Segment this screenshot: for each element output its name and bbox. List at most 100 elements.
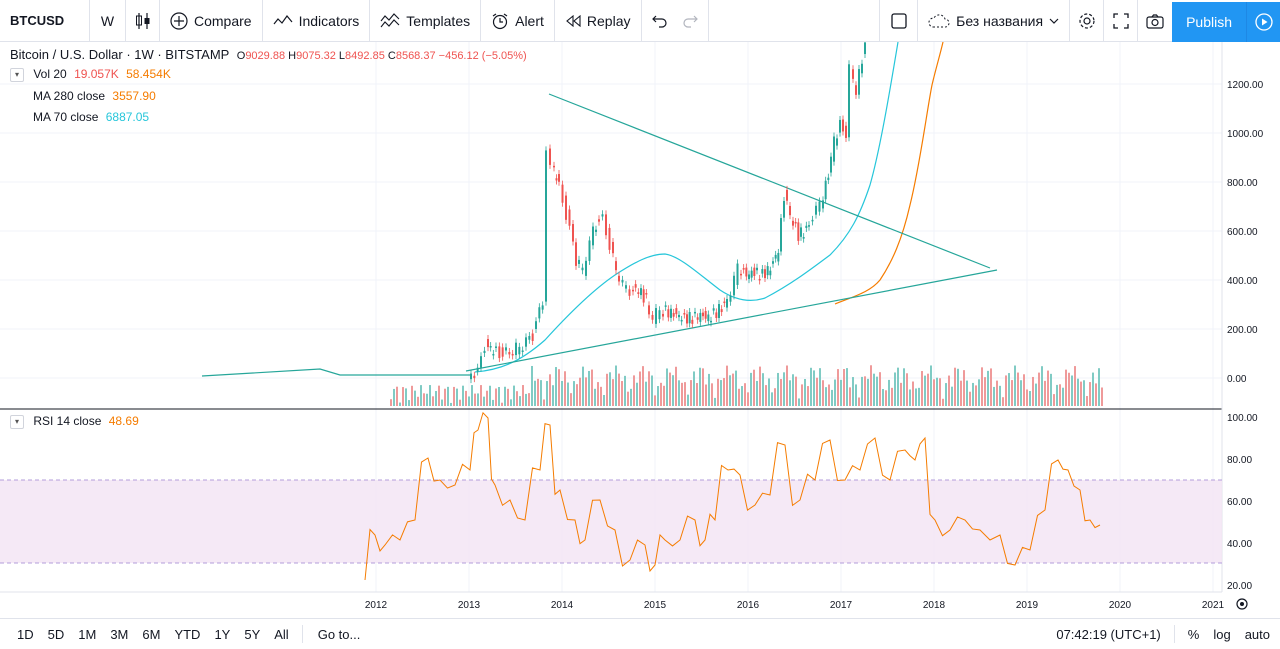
volume-bar (987, 370, 989, 406)
ma70-legend[interactable]: MA 70 close 6887.05 (33, 110, 149, 124)
rsi-collapse-toggle[interactable]: ▾ (10, 414, 24, 429)
range-button-1m[interactable]: 1M (78, 626, 97, 642)
time-axis[interactable]: 2012 2013 2014 2015 2016 2017 2018 2019 2020 2021 (365, 600, 1225, 611)
candle-body (483, 350, 486, 354)
symbol-search[interactable]: BTCUSD (0, 0, 90, 42)
chart-type-button[interactable] (126, 0, 160, 42)
volume-bar (507, 388, 509, 406)
candle-body (777, 252, 780, 262)
candle-body (572, 224, 574, 242)
rsi-axis-label: 60.00 (1227, 497, 1252, 508)
range-button-3m[interactable]: 3M (110, 626, 129, 642)
volume-bar (477, 393, 479, 406)
volume-bar (978, 379, 980, 406)
volume-bar (438, 385, 440, 406)
candle-body (553, 165, 555, 168)
range-button-5y[interactable]: 5Y (244, 626, 261, 642)
price-axis-label: 1000.00 (1227, 129, 1264, 140)
ma280-legend[interactable]: MA 280 close 3557.90 (33, 89, 156, 103)
candle-body (470, 373, 472, 380)
volume-bar (582, 366, 584, 406)
range-button-6m[interactable]: 6M (142, 626, 161, 642)
volume-bar (510, 399, 512, 406)
candle-body (753, 267, 756, 276)
indicators-button[interactable]: Indicators (263, 0, 371, 42)
collapse-legend-toggle[interactable]: ▾ (10, 67, 24, 82)
candle-body (726, 298, 728, 308)
replay-button[interactable]: Replay (555, 0, 642, 42)
clock[interactable]: 07:42:19 (UTC+1) (1056, 626, 1161, 642)
fullscreen-button[interactable] (1104, 0, 1139, 42)
volume-bar (984, 377, 986, 406)
volume-bar (888, 379, 890, 406)
volume-bar (837, 369, 839, 406)
rsi-band (0, 480, 1222, 563)
range-button-5d[interactable]: 5D (47, 626, 65, 642)
log-toggle[interactable]: log (1213, 626, 1231, 642)
volume-bar (1053, 394, 1055, 406)
layout-name: Без названия (956, 13, 1044, 29)
interval-button[interactable]: W (90, 0, 126, 42)
symbol-title[interactable]: Bitcoin / U.S. Dollar · 1W · BITSTAMP (10, 47, 230, 62)
volume-bar (459, 399, 461, 406)
volume-bar (705, 384, 707, 406)
percent-toggle[interactable]: % (1187, 626, 1200, 642)
candle-body (772, 261, 774, 264)
range-button-all[interactable]: All (274, 626, 289, 642)
templates-button[interactable]: Templates (370, 0, 482, 42)
volume-legend[interactable]: ▾ Vol 20 19.057K 58.454K (10, 67, 171, 82)
candle-body (625, 285, 627, 289)
fullscreen-toggle[interactable] (879, 0, 917, 42)
volume-bar (843, 369, 845, 406)
range-button-ytd[interactable]: YTD (174, 626, 201, 642)
snapshot-button[interactable] (1138, 0, 1172, 42)
candle-body (662, 313, 664, 317)
candle-body (578, 259, 580, 264)
price-axis-label: 600.00 (1227, 227, 1258, 238)
volume-bar (1098, 368, 1100, 406)
rsi-axis[interactable]: 100.00 80.00 60.00 40.00 20.00 (1227, 413, 1258, 592)
candle-body (774, 254, 777, 259)
time-axis-label: 2021 (1202, 600, 1225, 611)
candle-body (827, 177, 830, 181)
alert-button[interactable]: Alert (481, 0, 555, 42)
alarm-clock-icon (492, 13, 508, 29)
ma280-label: MA 280 close (33, 89, 106, 103)
layout-name-button[interactable]: Без названия (917, 0, 1071, 42)
publish-button[interactable]: Publish (1172, 1, 1246, 42)
volume-bar (753, 369, 755, 406)
candle-body (568, 209, 571, 226)
volume-bar (801, 384, 803, 406)
goto-button[interactable]: Go to... (317, 626, 361, 642)
volume-bar (1056, 384, 1058, 406)
range-button-1y[interactable]: 1Y (214, 626, 231, 642)
candle-body (601, 214, 604, 217)
play-button[interactable] (1246, 1, 1280, 42)
redo-button[interactable] (672, 0, 709, 42)
candle-body (742, 268, 745, 270)
volume-bar (1074, 366, 1076, 406)
candle-body (648, 305, 650, 315)
auto-toggle[interactable]: auto (1244, 626, 1270, 642)
volume-bar (717, 378, 719, 406)
undo-button[interactable] (642, 0, 672, 42)
volume-bar (426, 393, 428, 406)
time-axis-settings[interactable] (1236, 598, 1248, 610)
volume-bar (702, 368, 704, 406)
candle-body (495, 346, 497, 348)
range-button-1d[interactable]: 1D (17, 626, 34, 642)
candle-body (715, 312, 718, 318)
rsi-legend[interactable]: ▾ RSI 14 close 48.69 (10, 414, 139, 429)
volume-bar (756, 380, 758, 406)
candle-body (531, 333, 534, 341)
candle-body (733, 275, 735, 296)
price-chart[interactable]: 1200.00 1000.00 800.00 600.00 400.00 200.00 0.… (0, 42, 1280, 634)
compare-button[interactable]: Compare (160, 0, 263, 42)
candle-body (688, 312, 691, 324)
volume-bar (540, 380, 542, 406)
price-axis[interactable]: 1200.00 1000.00 800.00 600.00 400.00 200.00 0.… (1227, 80, 1264, 385)
candle-body (658, 310, 661, 320)
volume-bar (996, 380, 998, 406)
volume-bar (807, 386, 809, 406)
settings-button[interactable] (1070, 0, 1105, 42)
